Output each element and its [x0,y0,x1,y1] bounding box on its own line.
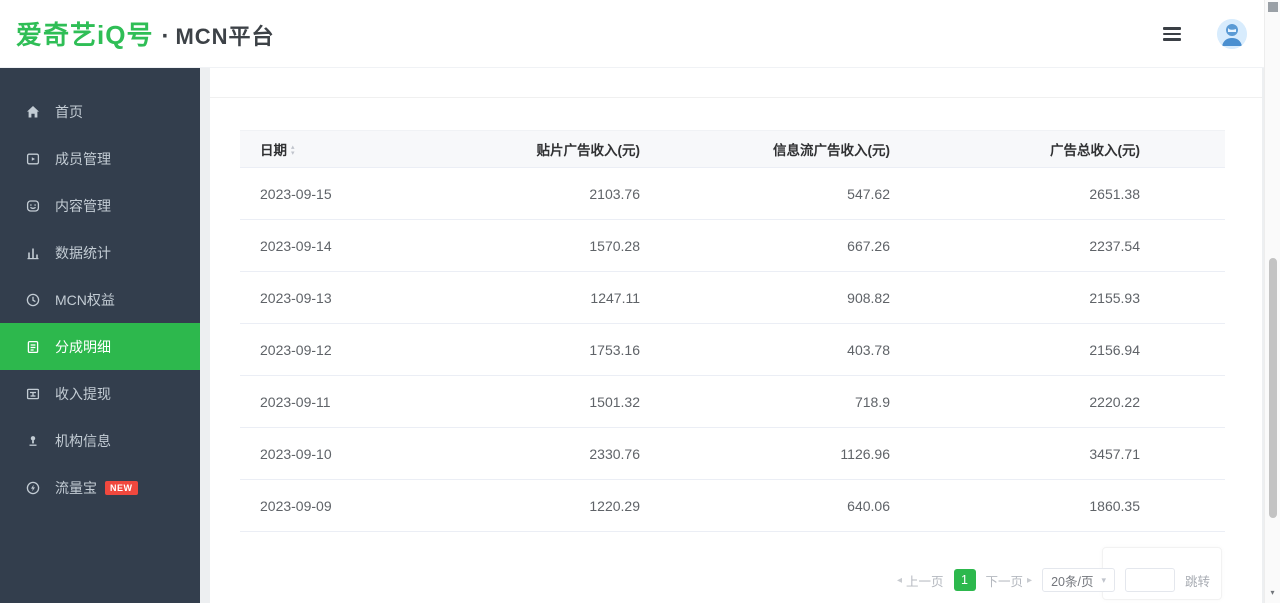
sidebar-item-stats[interactable]: 数据统计 [0,229,200,276]
sort-icon[interactable]: ▴ ▾ [291,144,295,158]
sidebar-item-label: 机构信息 [55,432,111,449]
cell-feed: 640.06 [847,497,890,514]
home-icon [25,104,41,120]
next-arrow-icon: ▸ [1027,574,1033,586]
card-divider [210,97,1262,98]
sidebar-item-revenue-detail[interactable]: 分成明细 [0,323,200,370]
sidebar-item-label: 内容管理 [55,197,111,214]
cell-date: 2023-09-11 [260,393,331,410]
cell-date: 2023-09-13 [260,289,332,306]
cell-date: 2023-09-15 [260,185,332,202]
page-size-value: 20条/页 [1051,574,1094,589]
sidebar-item-content[interactable]: 内容管理 [0,182,200,229]
members-icon [25,151,41,167]
scrollbar-down-arrow[interactable]: ▾ [1270,588,1275,597]
cell-total: 3457.71 [1089,445,1140,462]
prev-page-label: 上一页 [906,574,944,589]
sidebar-item-mcn-benefits[interactable]: MCN权益 [0,276,200,323]
table-row: 2023-09-10 2330.76 1126.96 3457.71 [240,428,1225,480]
app-logo[interactable]: 爱奇艺iQ号 · MCN平台 [16,15,275,52]
cell-feed: 667.26 [847,237,890,254]
cell-total: 2651.38 [1089,185,1140,202]
column-header-preroll: 贴片广告收入(元) [536,143,641,158]
sidebar-item-label: MCN权益 [55,291,115,308]
page-size-select[interactable]: 20条/页 ▾ [1042,568,1115,592]
scrollbar-up-arrow[interactable] [1268,2,1278,12]
withdraw-icon [25,386,41,402]
table-row: 2023-09-12 1753.16 403.78 2156.94 [240,324,1225,376]
detail-icon [25,339,41,355]
table-row: 2023-09-11 1501.32 718.9 2220.22 [240,376,1225,428]
column-header-date[interactable]: 日期 ▴ ▾ [260,143,295,158]
sidebar-item-org-info[interactable]: 机构信息 [0,417,200,464]
sidebar-item-traffic[interactable]: 流量宝 NEW [0,464,200,511]
pagination: ◂ 上一页 1 下一页 ▸ 20条/页 ▾ 跳转 [897,568,1210,592]
scrollbar-thumb[interactable] [1269,258,1277,518]
sidebar-item-home[interactable]: 首页 [0,88,200,135]
next-page-label: 下一页 [985,574,1024,589]
cell-preroll: 2103.76 [589,185,640,202]
table-row: 2023-09-15 2103.76 547.62 2651.38 [240,168,1225,220]
sidebar-item-label: 首页 [55,103,83,120]
prev-arrow-icon: ◂ [896,574,902,586]
sidebar-item-label: 流量宝 [55,479,97,496]
avatar-figure-icon [1217,19,1247,49]
cell-total: 2220.22 [1089,393,1140,410]
benefits-icon [25,292,41,308]
next-page-button[interactable]: 下一页 ▸ [986,571,1033,590]
jump-button[interactable]: 跳转 [1184,574,1210,589]
cell-date: 2023-09-14 [260,237,332,254]
content-icon [25,198,41,214]
page-scrollbar[interactable]: ▾ [1264,0,1280,603]
cell-total: 2237.54 [1089,237,1140,254]
column-header-total: 广告总收入(元) [1050,143,1140,158]
cell-preroll: 1570.28 [589,237,640,254]
logo-separator: · [161,23,170,50]
column-header-feed: 信息流广告收入(元) [773,143,890,158]
cell-preroll: 2330.76 [589,445,640,462]
sidebar-item-label: 分成明细 [55,338,111,355]
sidebar-item-label: 数据统计 [55,244,111,261]
cell-feed: 547.62 [847,185,890,202]
logo-brand-text: 爱奇艺iQ号 [16,20,154,50]
sidebar-item-label: 收入提现 [55,385,111,402]
sidebar-item-label: 成员管理 [55,150,111,167]
cell-feed: 908.82 [847,289,890,306]
cell-preroll: 1753.16 [589,341,640,358]
org-icon [25,433,41,449]
jump-page-input[interactable] [1124,568,1175,592]
menu-toggle-icon[interactable] [1163,27,1181,41]
table-header-row: 日期 ▴ ▾ 贴片广告收入(元) 信息流广告收入(元) 广告总收入(元) [240,130,1225,168]
cell-total: 2155.93 [1089,289,1140,306]
current-page-button[interactable]: 1 [953,569,976,591]
sidebar: 首页 成员管理 内容管理 数据统计 MCN权益 [0,68,200,603]
logo-platform-text: MCN平台 [175,24,275,49]
chevron-down-icon: ▾ [1101,574,1106,585]
cell-date: 2023-09-09 [260,497,332,514]
cell-preroll: 1501.32 [589,393,640,410]
revenue-table: 日期 ▴ ▾ 贴片广告收入(元) 信息流广告收入(元) 广告总收入(元) 2023-… [240,130,1225,532]
cell-feed: 718.9 [854,393,890,410]
prev-page-button[interactable]: ◂ 上一页 [897,571,944,590]
cell-preroll: 1247.11 [590,289,640,306]
main-area: 日期 ▴ ▾ 贴片广告收入(元) 信息流广告收入(元) 广告总收入(元) 2023-… [200,68,1264,603]
top-bar: 爱奇艺iQ号 · MCN平台 [0,0,1280,68]
user-avatar[interactable] [1217,19,1247,49]
cell-preroll: 1220.29 [589,497,640,514]
content-card: 日期 ▴ ▾ 贴片广告收入(元) 信息流广告收入(元) 广告总收入(元) 2023-… [210,68,1262,603]
cell-feed: 1126.96 [840,445,890,462]
cell-date: 2023-09-10 [260,445,332,462]
sidebar-item-withdraw[interactable]: 收入提现 [0,370,200,417]
table-row: 2023-09-14 1570.28 667.26 2237.54 [240,220,1225,272]
cell-total: 2156.94 [1089,341,1140,358]
traffic-icon [25,480,41,496]
cell-feed: 403.78 [847,341,890,358]
table-row: 2023-09-13 1247.11 908.82 2155.93 [240,272,1225,324]
cell-total: 1860.35 [1089,497,1140,514]
cell-date: 2023-09-12 [260,341,332,358]
table-row: 2023-09-09 1220.29 640.06 1860.35 [240,480,1225,532]
stats-icon [25,245,41,261]
new-badge: NEW [105,480,138,495]
sidebar-item-members[interactable]: 成员管理 [0,135,200,182]
